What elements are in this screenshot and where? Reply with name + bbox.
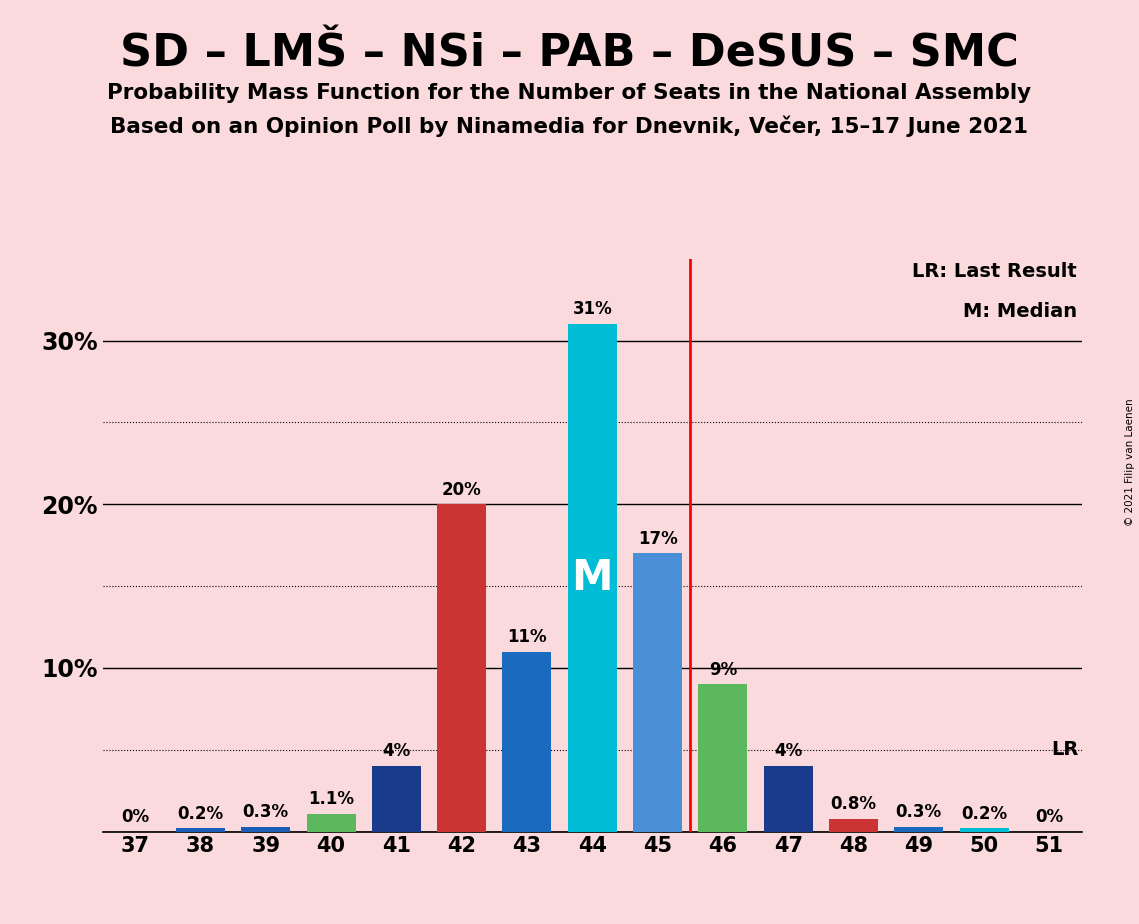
Text: 0.3%: 0.3% [243, 803, 289, 821]
Bar [698, 685, 747, 832]
Bar [241, 827, 290, 832]
Bar [960, 828, 1009, 832]
Text: LR: LR [1051, 740, 1079, 760]
Bar [829, 819, 878, 832]
Bar [437, 505, 486, 832]
Bar [568, 324, 617, 832]
Bar [306, 814, 355, 832]
Text: 1.1%: 1.1% [308, 790, 354, 808]
Text: 0%: 0% [1035, 808, 1064, 826]
Text: 0.2%: 0.2% [178, 805, 223, 822]
Text: Probability Mass Function for the Number of Seats in the National Assembly: Probability Mass Function for the Number… [107, 83, 1032, 103]
Text: M: M [572, 557, 613, 599]
Text: 0%: 0% [121, 808, 149, 826]
Text: 9%: 9% [708, 661, 737, 678]
Bar [502, 651, 551, 832]
Text: 0.2%: 0.2% [961, 805, 1007, 822]
Text: SD – LMŠ – NSi – PAB – DeSUS – SMC: SD – LMŠ – NSi – PAB – DeSUS – SMC [120, 32, 1019, 76]
Text: M: Median: M: Median [964, 301, 1077, 321]
Text: 0.3%: 0.3% [895, 803, 942, 821]
Text: 31%: 31% [573, 300, 612, 319]
Text: LR: Last Result: LR: Last Result [912, 261, 1077, 281]
Bar [764, 766, 813, 832]
Text: 11%: 11% [507, 627, 547, 646]
Text: Based on an Opinion Poll by Ninamedia for Dnevnik, Večer, 15–17 June 2021: Based on an Opinion Poll by Ninamedia fo… [110, 116, 1029, 137]
Bar [177, 828, 226, 832]
Bar [372, 766, 421, 832]
Text: 17%: 17% [638, 529, 678, 548]
Bar [633, 553, 682, 832]
Text: 4%: 4% [775, 742, 802, 760]
Text: 0.8%: 0.8% [830, 795, 877, 813]
Bar [894, 827, 943, 832]
Text: © 2021 Filip van Laenen: © 2021 Filip van Laenen [1125, 398, 1134, 526]
Text: 4%: 4% [383, 742, 410, 760]
Text: 20%: 20% [442, 480, 482, 499]
